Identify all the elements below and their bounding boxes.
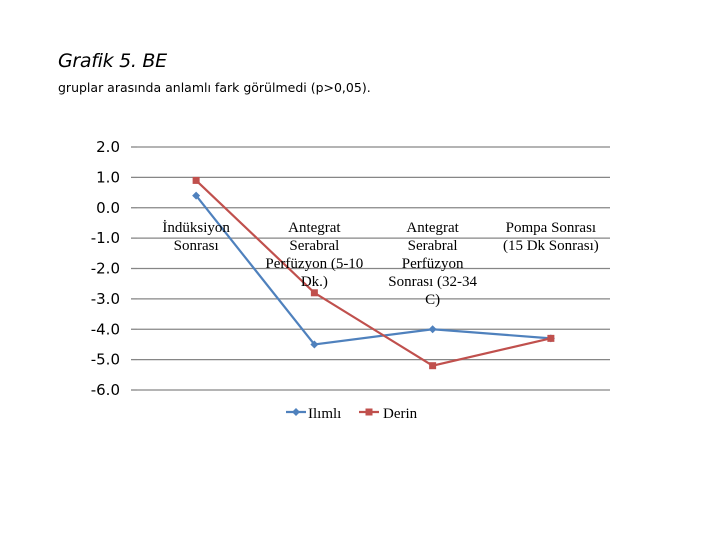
legend: Ilımlı Derin — [286, 406, 418, 422]
category-label: Pompa Sonrası (15 Dk Sonrası) — [503, 220, 599, 254]
category-label-line: Sonrası (32-34 — [388, 274, 477, 290]
category-labels: İndüksiyon Sonrası Antegrat Serabral Perfüzy… — [162, 220, 598, 308]
category-label-line: Antegrat — [288, 220, 341, 236]
legend-label: Derin — [383, 406, 418, 422]
y-tick-label: -5.0 — [91, 351, 120, 369]
legend-marker — [365, 408, 373, 416]
category-label-line: Dk.) — [301, 274, 328, 290]
data-point — [310, 289, 318, 297]
category-label-line: Sonrası — [174, 238, 219, 254]
data-point — [192, 176, 200, 184]
data-point — [547, 334, 555, 342]
y-tick-label: -4.0 — [91, 320, 120, 338]
category-label: Antegrat Serabral Perfüzyon Sonrası (32-34 C… — [388, 220, 477, 308]
series-lines — [192, 176, 555, 370]
chart-title: Grafik 5. BE — [58, 50, 167, 72]
category-label: İndüksiyon Sonrası — [162, 220, 230, 254]
category-label-line: (15 Dk Sonrası) — [503, 238, 599, 254]
category-label-line: Perfüzyon — [402, 256, 464, 272]
chart-subtitle: gruplar arasında anlamlı fark görülmedi … — [58, 80, 371, 95]
category-label-line: Pompa Sonrası — [506, 220, 596, 236]
y-tick-label: 2.0 — [96, 138, 120, 156]
y-tick-label: 0.0 — [96, 199, 120, 217]
y-tick-label: -2.0 — [91, 260, 120, 278]
data-point — [310, 340, 319, 349]
legend-marker — [292, 408, 300, 416]
category-label: Antegrat Serabral Perfüzyon (5-10 Dk.) — [265, 220, 363, 290]
y-axis-ticks: 2.0 1.0 0.0 -1.0 -2.0 -3.0 -4.0 -5.0 -6.0 — [91, 138, 120, 399]
category-label-line: Perfüzyon (5-10 — [265, 256, 363, 272]
category-label-line: İndüksiyon — [162, 220, 230, 236]
y-tick-label: -1.0 — [91, 229, 120, 247]
category-label-line: Serabral — [289, 238, 339, 254]
category-label-line: C) — [425, 292, 440, 308]
category-label-line: Antegrat — [406, 220, 459, 236]
series-line-1 — [195, 194, 551, 346]
gridlines — [131, 146, 610, 391]
y-tick-label: -3.0 — [91, 290, 120, 308]
legend-label: Ilımlı — [308, 406, 341, 422]
y-tick-label: -6.0 — [91, 381, 120, 399]
category-label-line: Serabral — [408, 238, 458, 254]
data-point — [192, 191, 201, 200]
series-line-2 — [195, 179, 552, 367]
data-point — [428, 325, 437, 334]
y-tick-label: 1.0 — [96, 168, 120, 186]
data-point — [429, 362, 437, 370]
